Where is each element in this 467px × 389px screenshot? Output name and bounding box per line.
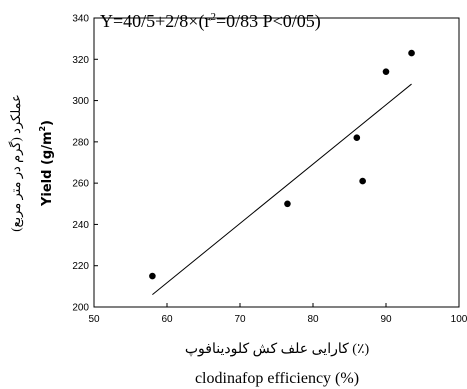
data-points [149, 49, 415, 280]
data-point [353, 134, 361, 142]
y-tick-label: 280 [72, 137, 89, 148]
x-tick-label: 80 [307, 314, 319, 325]
x-axis: 50 60 70 80 90 100 [88, 303, 467, 325]
y-tick-label: 340 [72, 14, 89, 25]
x-axis-label-persian: کارایی علف کش کلودینافوپ (٪) [185, 342, 370, 357]
plot-frame [93, 17, 460, 308]
regression-equation: Y=40/5+2/8×(r2=0/83 P<0/05) [100, 11, 321, 32]
data-point [149, 272, 156, 280]
y-tick-label: 220 [72, 261, 89, 272]
y-tick-label: 260 [72, 179, 89, 190]
y-axis-label-english: Yield (g/m2) [38, 120, 55, 207]
y-tick-label: 200 [72, 303, 89, 314]
y-tick-label: 240 [72, 220, 89, 231]
x-tick-label: 60 [161, 314, 173, 325]
data-point [284, 200, 291, 208]
y-axis-label-persian: عملکرد (گرم در متر مربع) [8, 94, 24, 232]
y-axis: 200 220 240 260 280 300 320 340 [72, 14, 98, 314]
data-point [359, 177, 366, 185]
y-tick-label: 300 [72, 96, 89, 107]
data-point [382, 68, 390, 75]
trendline-group [152, 83, 412, 296]
x-tick-label: 70 [234, 314, 246, 325]
x-tick-label: 100 [451, 314, 467, 325]
x-axis-label-english: clodinafop efficiency (%) [195, 370, 359, 387]
x-tick-label: 50 [88, 314, 100, 325]
y-tick-label: 320 [72, 55, 89, 66]
regression-line [152, 83, 412, 296]
x-tick-label: 90 [380, 314, 392, 325]
data-point [408, 49, 415, 57]
